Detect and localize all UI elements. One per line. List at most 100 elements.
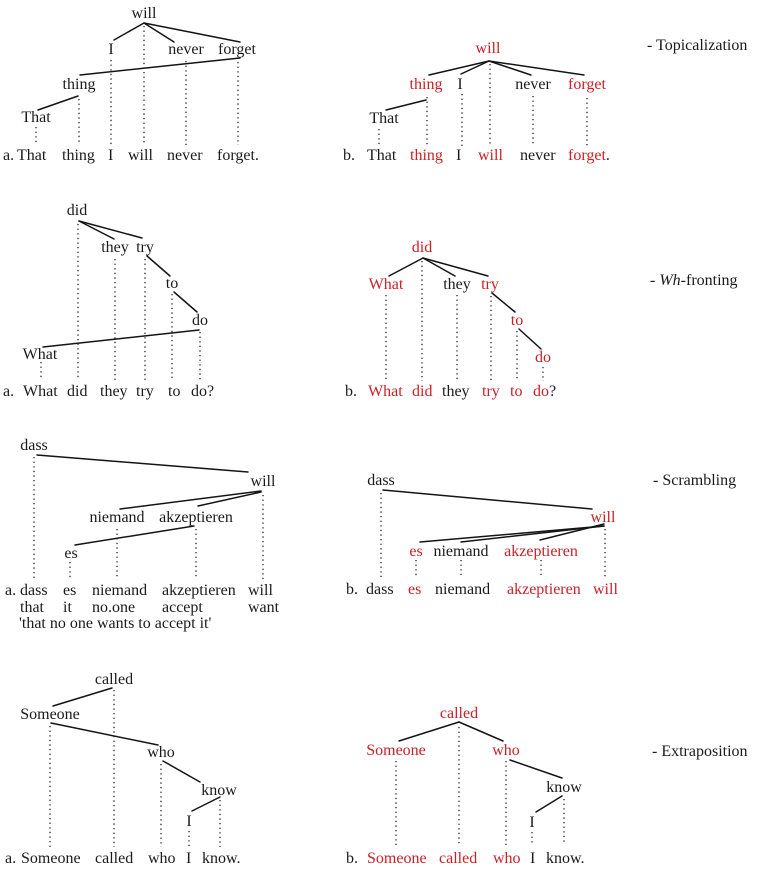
sentence-word-a: a. xyxy=(5,850,17,867)
dependency-edge xyxy=(79,57,241,76)
dependency-edge xyxy=(518,328,542,350)
tree-node-do: do xyxy=(535,349,551,366)
tree-node-forget: forget xyxy=(568,76,606,93)
dependency-edge xyxy=(42,329,200,348)
tree-node-to: to xyxy=(510,312,524,329)
sentence-word-never: never xyxy=(167,147,203,164)
sentence-word-thatnoonewantstoacceptit: 'that no one wants to accept it' xyxy=(19,615,212,632)
tree-node-someone: Someone xyxy=(366,742,426,759)
sentence-word-es: es xyxy=(408,581,422,598)
sentence-word-b: b. xyxy=(346,581,358,598)
sentence-word-called: called xyxy=(439,850,478,867)
dependency-edge xyxy=(74,525,195,546)
sentence-word-b: b. xyxy=(345,383,357,400)
dependency-edge xyxy=(78,220,115,240)
sentence-word-never: never xyxy=(520,147,556,164)
tree-wh-fronting-a xyxy=(40,220,201,380)
sentence-word-akzeptieren: akzeptieren xyxy=(507,581,581,598)
dependency-edge xyxy=(173,291,198,313)
tree-node-someone: Someone xyxy=(20,706,80,723)
sentence-word-who: who xyxy=(148,850,176,867)
tree-node-will: will xyxy=(131,5,157,22)
tree-node-dass: dass xyxy=(367,472,395,489)
sentence-word-i: I xyxy=(108,147,114,164)
sentence-word-it: it xyxy=(63,599,72,616)
operation-label-extraposition: - Extraposition xyxy=(652,743,748,760)
sentence-word-will: will xyxy=(593,581,618,598)
sentence-word-niemand: niemand xyxy=(435,581,491,598)
tree-node-called: called xyxy=(439,705,479,722)
sentence-word-noone: no.one xyxy=(92,599,136,616)
sentence-word-did: did xyxy=(67,383,88,400)
dependency-edge xyxy=(52,687,113,707)
dependency-edge xyxy=(146,255,171,277)
tree-node-try: try xyxy=(481,276,499,293)
tree-node-never: never xyxy=(515,76,551,93)
dependency-edge xyxy=(385,99,427,111)
tree-node-called: called xyxy=(94,671,134,688)
sentence-word-thing: thing xyxy=(410,147,443,164)
tree-node-will: will xyxy=(475,40,501,57)
sentence-word-dass: dass xyxy=(366,581,394,598)
dependency-edge xyxy=(428,60,490,76)
sentence-word-what: What xyxy=(368,383,403,400)
tree-node-who: who xyxy=(492,742,520,759)
sentence-word-i: I xyxy=(530,850,536,867)
dependency-edge xyxy=(488,60,585,76)
dependency-edge xyxy=(398,721,460,742)
dependency-edge xyxy=(539,523,605,541)
dependency-edge xyxy=(509,759,563,779)
tree-node-know: know xyxy=(546,779,582,796)
tree-node-try: try xyxy=(136,239,154,256)
tree-extraposition-b xyxy=(395,721,565,845)
sentence-word-will: will xyxy=(478,147,503,164)
tree-node-akzeptieren: akzeptieren xyxy=(504,543,578,560)
sentence-word-know: know. xyxy=(546,850,585,867)
sentence-word-know: know. xyxy=(202,850,241,867)
sentence-word-a: a. xyxy=(5,582,17,599)
tree-topicalization-a xyxy=(35,22,241,145)
dependency-edge xyxy=(388,257,424,277)
tree-node-dass: dass xyxy=(20,437,48,454)
dependency-edge xyxy=(197,491,262,507)
tree-topicalization-b xyxy=(378,60,588,146)
dependency-edge xyxy=(113,22,145,41)
sentence-word-i: I xyxy=(456,147,462,164)
tree-scrambling-b xyxy=(380,489,606,577)
tree-node-akzeptieren: akzeptieren xyxy=(159,509,233,526)
sentence-word-that: that xyxy=(20,599,44,616)
tree-node-to: to xyxy=(165,275,179,292)
sentence-word-what: What xyxy=(23,383,58,400)
tree-node-es: es xyxy=(64,545,78,562)
dependency-edge xyxy=(37,95,79,111)
sentence-word-did: did xyxy=(412,383,433,400)
tree-node-what: What xyxy=(22,346,58,363)
sentence-word-to: to xyxy=(168,383,181,400)
tree-node-niemand: niemand xyxy=(89,509,145,526)
sentence-word-to: to xyxy=(510,383,523,400)
sentence-word-thing: thing xyxy=(62,147,95,164)
sentence-word-i: I xyxy=(186,850,192,867)
dependency-edge xyxy=(460,525,605,543)
dependency-edge xyxy=(419,525,605,543)
sentence-word-try: try xyxy=(136,383,154,400)
dependency-edge xyxy=(460,60,490,75)
sentence-word-accept: accept xyxy=(162,599,203,616)
sentence-word-b: b. xyxy=(343,147,355,164)
tree-node-they: they xyxy=(443,276,471,293)
tree-node-i: I xyxy=(457,76,463,93)
tree-node-thing: thing xyxy=(62,76,96,93)
sentence-word-a: a. xyxy=(3,383,15,400)
dependency-edge xyxy=(535,795,563,813)
operation-label-scrambling: - Scrambling xyxy=(653,472,737,489)
tree-node-niemand: niemand xyxy=(433,543,489,560)
sentence-word-do: do? xyxy=(191,383,215,400)
sentence-word-akzeptieren: akzeptieren xyxy=(162,582,236,599)
dependency-edge xyxy=(382,489,593,510)
operation-label-wh-fronting: - Wh-fronting xyxy=(650,272,738,289)
dependency-edge xyxy=(191,796,221,812)
sentence-word-b: b. xyxy=(346,850,358,867)
tree-node-do: do xyxy=(192,312,208,329)
